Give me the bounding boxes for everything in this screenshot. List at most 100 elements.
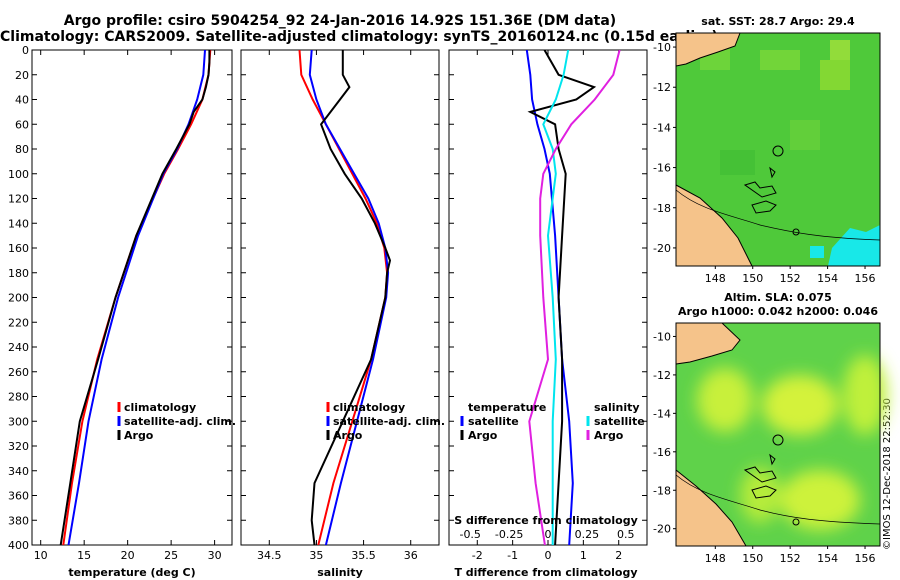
series-satellite-adj-clim- [67,50,206,545]
salinity-diff-legend: salinity satellite Argo [586,401,645,442]
s-tick-label: -0.5 [459,528,480,541]
y-tick-label: 360 [8,490,29,503]
salinity-xlabel: salinity [317,566,363,579]
y-tick-label: 180 [8,267,29,280]
x-tick-label: 15 [77,549,91,562]
sla-map: -10 -12 -14 -16 -18 -20 148 150 152 154 156 [653,322,887,565]
sst-argo-location [772,145,784,157]
y-tick-label: 120 [8,193,29,206]
salinity-legend: climatology satellite-adj. clim. Argo [326,401,445,442]
lat-tick-label: -14 [653,121,671,134]
y-tick-label: 220 [8,316,29,329]
sst-bathymetry [675,189,881,241]
legend-climatology: climatology [124,401,196,414]
x-tick-label: 10 [34,549,48,562]
title-line-1: Argo profile: csiro 5904254_92 24-Jan-20… [63,13,617,29]
lon-tick-label: 156 [855,552,876,565]
s-tick-label: 0.25 [575,528,600,541]
lat-tick-label: -20 [653,242,671,255]
y-tick-label: 340 [8,465,29,478]
y-tick-label: 400 [8,539,29,552]
temperature-legend: climatology satellite-adj. clim. Argo [117,401,236,442]
series-argo [59,50,211,545]
y-tick-label: 200 [8,292,29,305]
lat-tick-label: -16 [653,162,671,175]
lat-tick-label: -18 [653,484,671,497]
x-tick-label: 25 [164,549,178,562]
legend-s-argo: Argo [594,429,624,442]
series-t-argo [527,50,597,545]
sla-argo-location [772,434,784,446]
legend-temperature-heading: temperature [468,401,546,414]
lat-tick-label: -10 [653,330,671,343]
temperature-xlabel: temperature (deg C) [68,566,195,579]
legend-t-argo: Argo [468,429,498,442]
difference-xlabel: T difference from climatology [454,566,637,579]
lon-tick-label: 148 [705,552,726,565]
y-tick-label: 80 [15,143,29,156]
sst-cyan-dot [810,246,824,258]
y-tick-label: 160 [8,242,29,255]
sla-bathymetry [675,474,881,525]
temperature-axes [31,49,233,546]
s-tick-label: 0.5 [617,528,635,541]
lon-tick-label: 154 [817,552,838,565]
x-tick-label: 35.5 [351,549,376,562]
sst-map: -10 -12 -14 -16 -18 -20 148 150 152 154 156 [653,32,881,285]
y-tick-label: 260 [8,366,29,379]
x-tick-label: 35 [309,549,323,562]
y-tick-label: 240 [8,341,29,354]
series-s-argo [528,50,621,545]
x-tick-label: 34.5 [257,549,282,562]
lon-tick-label: 152 [780,552,801,565]
legend-satellite: satellite-adj. clim. [333,415,445,428]
sst-map-frame [675,32,881,267]
sla-map-title-2: Argo h1000: 0.042 h2000: 0.046 [678,305,878,318]
sla-minor-feature [792,518,800,526]
lon-tick-label: 148 [705,272,726,285]
y-tick-label: 320 [8,440,29,453]
sst-land-north [675,32,741,67]
sst-map-title: sat. SST: 28.7 Argo: 29.4 [701,15,855,28]
x-tick-label: 2 [615,549,622,562]
temperature-diff-legend: temperature satellite Argo [460,401,546,442]
sla-map-frame [675,322,881,547]
sla-land-north [675,322,741,365]
y-tick-label: 300 [8,415,29,428]
legend-satellite: satellite-adj. clim. [124,415,236,428]
difference-panel: -2 -1 0 1 2 -0.5 -0.25 0 0.25 0.5 T difference fr… [448,49,648,579]
x-tick-label: -1 [507,549,518,562]
legend-s-satellite: satellite [594,415,645,428]
sla-map-title-1: Altim. SLA: 0.075 [724,291,832,304]
s-tick-label: -0.25 [495,528,523,541]
salinity-panel: 34.5 35 35.5 36 salinity climatology satell… [240,49,445,579]
legend-t-satellite: satellite [468,415,519,428]
y-tick-label: 20 [15,69,29,82]
series-climatology [298,50,389,545]
x-tick-label: 1 [580,549,587,562]
sst-minor-feature [792,228,800,236]
legend-climatology: climatology [333,401,405,414]
lon-tick-label: 150 [742,552,763,565]
lat-tick-label: -18 [653,202,671,215]
legend-salinity-heading: salinity [594,401,640,414]
y-tick-label: 40 [15,94,29,107]
salinity-axes [240,49,440,546]
legend-argo: Argo [124,429,154,442]
y-tick-label: 280 [8,391,29,404]
sla-anomaly-field [697,355,887,530]
s-tick-label: 0 [545,528,552,541]
y-tick-label: 140 [8,217,29,230]
series-s-satellite [542,50,570,545]
sst-reefs [743,166,777,214]
difference-axes [448,49,648,546]
lon-tick-label: 152 [780,272,801,285]
x-tick-label: -2 [472,549,483,562]
series-argo [310,50,392,545]
s-difference-label: S difference from climatology [454,514,638,527]
series-satellite-adj-clim- [308,50,390,545]
lon-tick-label: 154 [817,272,838,285]
x-tick-label: 36 [404,549,418,562]
y-tick-label: 100 [8,168,29,181]
